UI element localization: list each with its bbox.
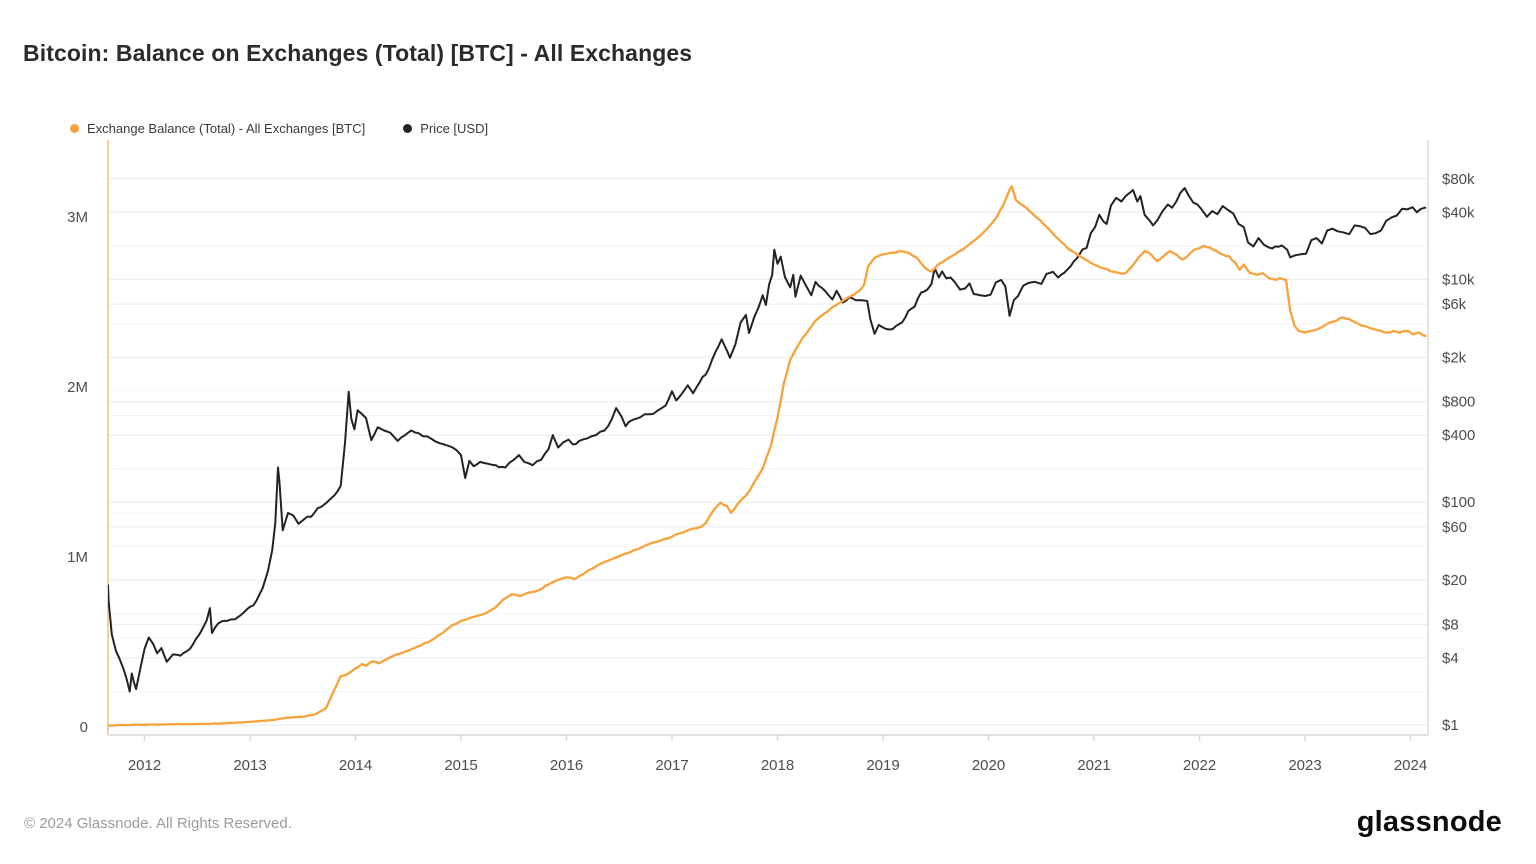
exchange-balance-line <box>108 185 1427 727</box>
y-axis-right-label: $4 <box>1442 650 1459 667</box>
x-axis-label: 2015 <box>444 757 477 774</box>
legend-dot-black-icon <box>403 124 413 133</box>
y-axis-right-label: $800 <box>1442 394 1475 411</box>
legend-label-exchange-balance: Exchange Balance (Total) - All Exchanges… <box>87 121 366 136</box>
legend-item-price[interactable]: Price [USD] <box>403 121 488 136</box>
x-axis-label: 2016 <box>550 757 583 774</box>
y-axis-left-label: 2M <box>67 379 88 396</box>
y-axis-right-label: $100 <box>1442 494 1475 511</box>
price-usd-line <box>108 187 1427 693</box>
legend-item-exchange-balance[interactable]: Exchange Balance (Total) - All Exchanges… <box>70 121 365 136</box>
y-axis-right-label: $6k <box>1442 296 1467 313</box>
y-axis-left-label: 3M <box>67 209 88 226</box>
x-axis-label: 2022 <box>1183 757 1216 774</box>
chart-legend: Exchange Balance (Total) - All Exchanges… <box>70 121 488 136</box>
x-axis-label: 2018 <box>761 757 794 774</box>
x-axis-label: 2012 <box>128 757 161 774</box>
page-title: Bitcoin: Balance on Exchanges (Total) [B… <box>23 40 693 66</box>
x-axis-label: 2024 <box>1394 757 1427 774</box>
y-axis-right-label: $80k <box>1442 171 1475 188</box>
x-axis-label: 2019 <box>866 757 899 774</box>
x-axis-label: 2021 <box>1077 757 1110 774</box>
y-axis-right-label: $1 <box>1442 717 1459 734</box>
x-axis-label: 2014 <box>339 757 372 774</box>
y-axis-left-label: 1M <box>67 549 88 566</box>
y-axis-right-label: $60 <box>1442 519 1467 536</box>
legend-dot-orange-icon <box>70 124 79 133</box>
x-axis-label: 2013 <box>233 757 266 774</box>
x-axis-label: 2023 <box>1288 757 1321 774</box>
y-axis-left-label: 0 <box>80 719 88 736</box>
glassnode-logo: glassnode <box>1356 806 1502 838</box>
y-axis-right-label: $10k <box>1442 271 1475 288</box>
y-axis-right-label: $20 <box>1442 572 1467 589</box>
copyright-text: © 2024 Glassnode. All Rights Reserved. <box>24 815 292 832</box>
legend-label-price: Price [USD] <box>420 121 489 136</box>
x-axis-label: 2020 <box>972 757 1005 774</box>
y-axis-right-label: $2k <box>1442 349 1467 366</box>
y-axis-right-label: $8 <box>1442 616 1459 633</box>
x-axis-label: 2017 <box>655 757 688 774</box>
y-axis-right-label: $40k <box>1442 204 1475 221</box>
plot-hover-area[interactable] <box>108 140 1428 735</box>
y-axis-right-label: $400 <box>1442 427 1475 444</box>
